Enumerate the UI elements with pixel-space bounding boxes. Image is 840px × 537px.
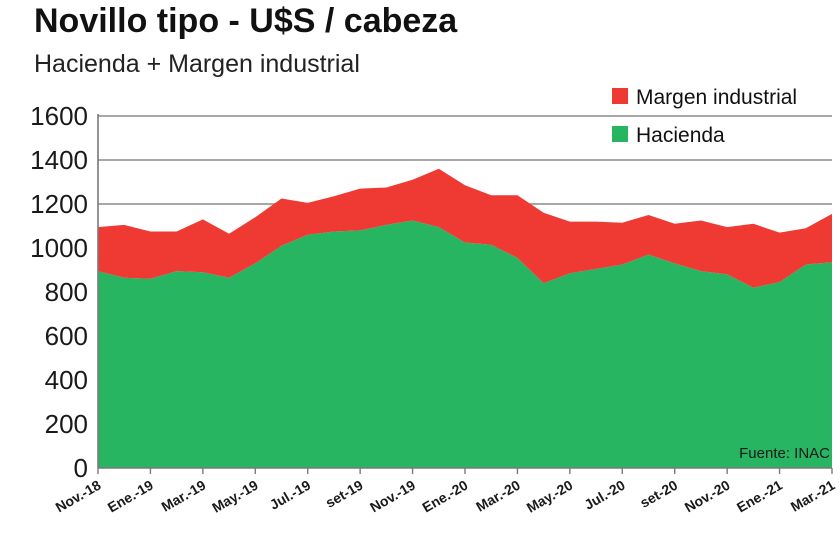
y-tick-label-1200: 1200 xyxy=(30,189,88,219)
legend-swatch-margen xyxy=(612,88,628,104)
stacked-areas xyxy=(98,168,832,468)
x-tick-label-12: Nov.-20 xyxy=(682,477,733,516)
area-series-hacienda xyxy=(98,220,832,468)
y-tick-label-1400: 1400 xyxy=(30,145,88,175)
y-tick-label-1600: 1600 xyxy=(30,101,88,131)
x-tick-label-13: Ene.-21 xyxy=(734,477,785,516)
y-tick-label-1000: 1000 xyxy=(30,233,88,263)
y-tick-label-400: 400 xyxy=(45,365,88,395)
x-tick-label-11: set-20 xyxy=(637,477,680,511)
y-tick-label-0: 0 xyxy=(74,453,88,483)
x-tick-label-3: May.-19 xyxy=(209,477,261,516)
x-tick-label-6: Nov.-19 xyxy=(367,477,418,516)
legend: Margen industrial Hacienda xyxy=(612,86,797,147)
chart-subtitle: Hacienda + Margen industrial xyxy=(34,50,360,78)
x-tick-label-1: Ene.-19 xyxy=(105,477,156,516)
legend-label-margen: Margen industrial xyxy=(636,86,797,109)
legend-label-hacienda: Hacienda xyxy=(636,124,725,147)
x-tick-label-9: May.-20 xyxy=(524,477,576,516)
x-tick-label-8: Mar.-20 xyxy=(473,477,523,515)
x-tick-label-7: Ene.-20 xyxy=(419,477,470,516)
x-tick-label-2: Mar.-19 xyxy=(159,477,209,515)
chart-title: Novillo tipo - U$S / cabeza xyxy=(34,2,458,40)
x-tick-label-10: Jul.-20 xyxy=(581,477,628,513)
y-tick-label-800: 800 xyxy=(45,277,88,307)
y-tick-label-200: 200 xyxy=(45,409,88,439)
x-tick-label-5: set-19 xyxy=(323,477,366,511)
area-series-margen-industrial xyxy=(98,168,832,288)
x-tick-label-4: Jul.-19 xyxy=(267,477,314,513)
x-tick-label-14: Mar.-21 xyxy=(788,477,838,515)
y-tick-label-600: 600 xyxy=(45,321,88,351)
source-note: Fuente: INAC xyxy=(739,445,830,462)
legend-swatch-hacienda xyxy=(612,126,628,142)
